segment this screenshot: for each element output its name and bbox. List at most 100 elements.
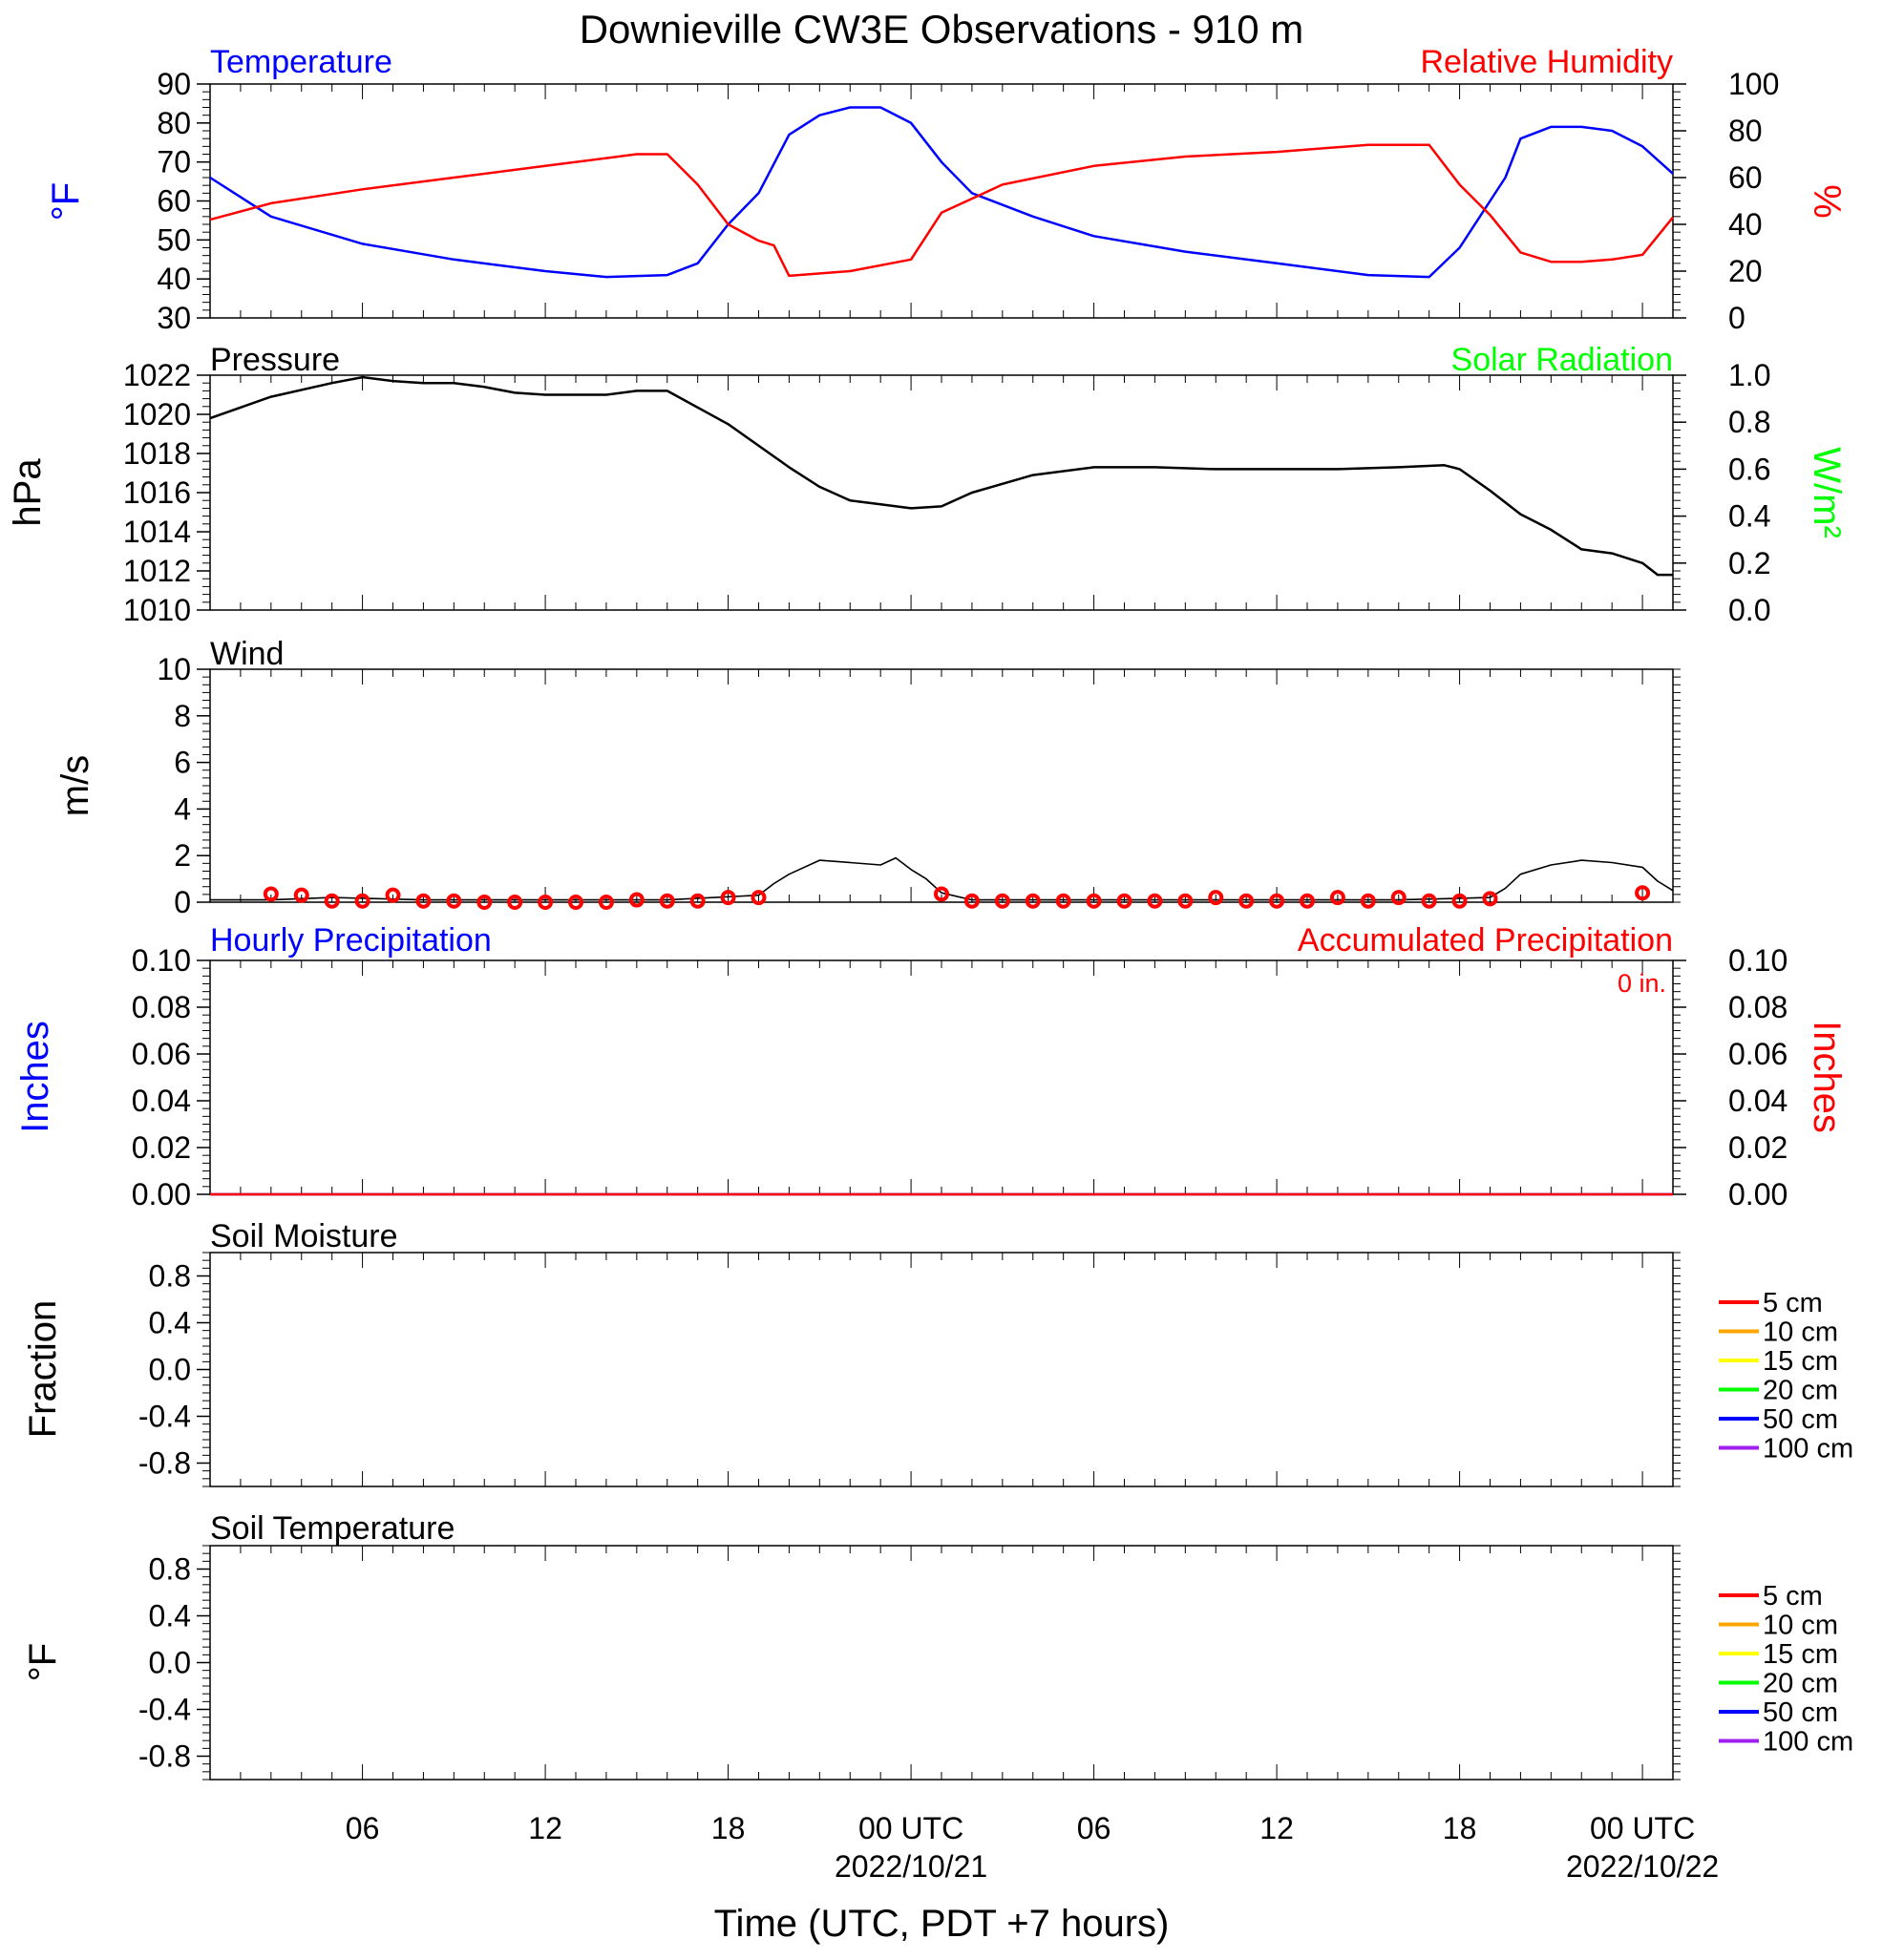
y-tick-label: 1014	[123, 515, 191, 549]
pressure-title: Pressure	[210, 342, 340, 378]
wind-hourly-marker	[1635, 885, 1651, 901]
x-tick-label: 12	[528, 1811, 562, 1845]
plot-frame	[209, 1252, 1674, 1487]
wind-hourly-marker	[1025, 893, 1041, 909]
legend-label: 20 cm	[1763, 1669, 1838, 1699]
humidity-unit: %	[1806, 184, 1848, 219]
figure-title: Downieville CW3E Observations - 910 m	[580, 7, 1304, 52]
y-tick-label: 0.0	[149, 1646, 191, 1680]
legend-label: 100 cm	[1763, 1434, 1853, 1465]
y2-tick-label: 20	[1728, 254, 1763, 288]
x-date-label: 2022/10/21	[835, 1849, 987, 1884]
legend-label: 15 cm	[1763, 1346, 1838, 1377]
panel-precipitation: 0.10 0.08 0.06 0.04 0.02 0.00 0.10 0.08 0.06 0.04…	[132, 943, 1788, 1212]
legend-label: 50 cm	[1763, 1404, 1838, 1435]
y2-tick-label: 0.4	[1728, 499, 1770, 534]
x-tick-label: 18	[1443, 1811, 1477, 1845]
y-tick-label: 1012	[123, 554, 191, 588]
pressure-unit: hPa	[7, 458, 49, 527]
y-tick-label: 4	[174, 791, 191, 826]
wind-hourly-marker	[1300, 893, 1315, 909]
accum-precip-total: 0 in.	[1618, 969, 1666, 998]
y-tick-label: 80	[157, 106, 191, 140]
legend-label: 10 cm	[1763, 1611, 1838, 1641]
solar-title: Solar Radiation	[1451, 342, 1673, 378]
soil-temp-unit: °F	[22, 1643, 64, 1681]
y-tick-label: 1018	[123, 436, 191, 471]
y2-tick-label: 0.06	[1728, 1037, 1788, 1071]
wind-hourly-marker	[1238, 893, 1255, 909]
panel-soil-temperature: 0.8 0.4 0.0 -0.4 -0.8	[138, 1545, 1681, 1781]
y2-tick-label: 60	[1728, 160, 1763, 195]
y-tick-label: 6	[174, 746, 191, 780]
temperature-line	[209, 106, 1674, 279]
panel-wind: 10 8 6 4 2 0	[157, 652, 1681, 919]
y-tick-label: 0.10	[132, 943, 191, 978]
wind-hourly-marker	[507, 895, 523, 910]
y-tick-label: -0.8	[138, 1446, 191, 1481]
wind-hourly-marker	[1421, 893, 1437, 909]
x-axis-title: Time (UTC, PDT +7 hours)	[714, 1903, 1170, 1945]
hourly-precip-unit: Inches	[14, 1021, 56, 1133]
y-tick-label: 2	[174, 838, 191, 873]
y-tick-label: 0.04	[132, 1084, 191, 1118]
wind-hourly-marker	[1482, 891, 1498, 907]
wind-hourly-marker	[1177, 893, 1194, 909]
y-tick-label: -0.8	[138, 1739, 191, 1774]
y-tick-label: 8	[174, 699, 191, 733]
legend-label: 20 cm	[1763, 1376, 1838, 1406]
wind-hourly-marker	[720, 890, 736, 906]
y2-tick-label: 0.2	[1728, 546, 1770, 580]
y2-tick-label: 0.10	[1728, 943, 1788, 978]
panel-soil-moisture: 0.8 0.4 0.0 -0.4 -0.8	[138, 1252, 1681, 1487]
x-tick-label: 00 UTC	[1590, 1811, 1695, 1845]
y2-tick-label: 0.0	[1728, 593, 1770, 627]
x-date-label: 2022/10/22	[1566, 1849, 1719, 1884]
y-tick-label: 0	[174, 885, 191, 919]
wind-hourly-marker	[934, 886, 949, 902]
pressure-line	[209, 375, 1673, 577]
wind-title: Wind	[210, 636, 284, 672]
y-tick-label: -0.4	[138, 1693, 191, 1727]
legend-label: 100 cm	[1763, 1727, 1853, 1758]
wind-hourly-marker	[446, 893, 462, 909]
y-tick-label: 1020	[123, 397, 191, 432]
hourly-precip-title: Hourly Precipitation	[210, 922, 492, 959]
wind-hourly-marker	[1329, 890, 1345, 906]
legend-label: 5 cm	[1763, 1581, 1823, 1612]
y-tick-label: 1010	[123, 593, 191, 627]
y2-tick-label: 40	[1728, 207, 1763, 242]
y2-tick-label: 80	[1728, 114, 1763, 148]
legend-label: 10 cm	[1763, 1317, 1838, 1348]
solar-unit: W/m²	[1806, 447, 1848, 538]
wind-hourly-marker	[415, 893, 432, 909]
wind-hourly-marker	[751, 890, 767, 906]
legend-label: 50 cm	[1763, 1697, 1838, 1728]
y2-tick-label: 1.0	[1728, 358, 1770, 392]
soil-moisture-unit: Fraction	[22, 1300, 64, 1439]
wind-hourly-marker	[385, 887, 401, 903]
wind-hourly-marker	[963, 893, 980, 909]
y-tick-label: 50	[157, 222, 191, 257]
panel-pressure-solar: 1022 1020 1018 1016 1014 1012 1010 1.0 0.8 0.6 0.4…	[123, 358, 1771, 627]
y-tick-label: 30	[157, 301, 191, 335]
accum-precip-unit: Inches	[1806, 1021, 1848, 1133]
plot-frame	[209, 374, 1674, 611]
soil-moisture-title: Soil Moisture	[210, 1218, 398, 1254]
y-tick-label: 0.00	[132, 1177, 191, 1212]
temperature-title: Temperature	[210, 44, 392, 80]
y-tick-label: 10	[157, 652, 191, 686]
wind-speed-line	[210, 856, 1674, 901]
legend-label: 5 cm	[1763, 1288, 1823, 1318]
y-tick-label: 1022	[123, 358, 191, 392]
wind-hourly-marker	[1055, 893, 1071, 909]
y-tick-label: 0.4	[149, 1306, 191, 1340]
wind-hourly-marker	[1451, 893, 1468, 909]
wind-hourly-marker	[598, 895, 614, 910]
wind-hourly-marker	[476, 895, 493, 910]
x-tick-label: 18	[711, 1811, 746, 1845]
relative-humidity-line	[209, 143, 1674, 278]
plot-frame	[209, 83, 1674, 319]
